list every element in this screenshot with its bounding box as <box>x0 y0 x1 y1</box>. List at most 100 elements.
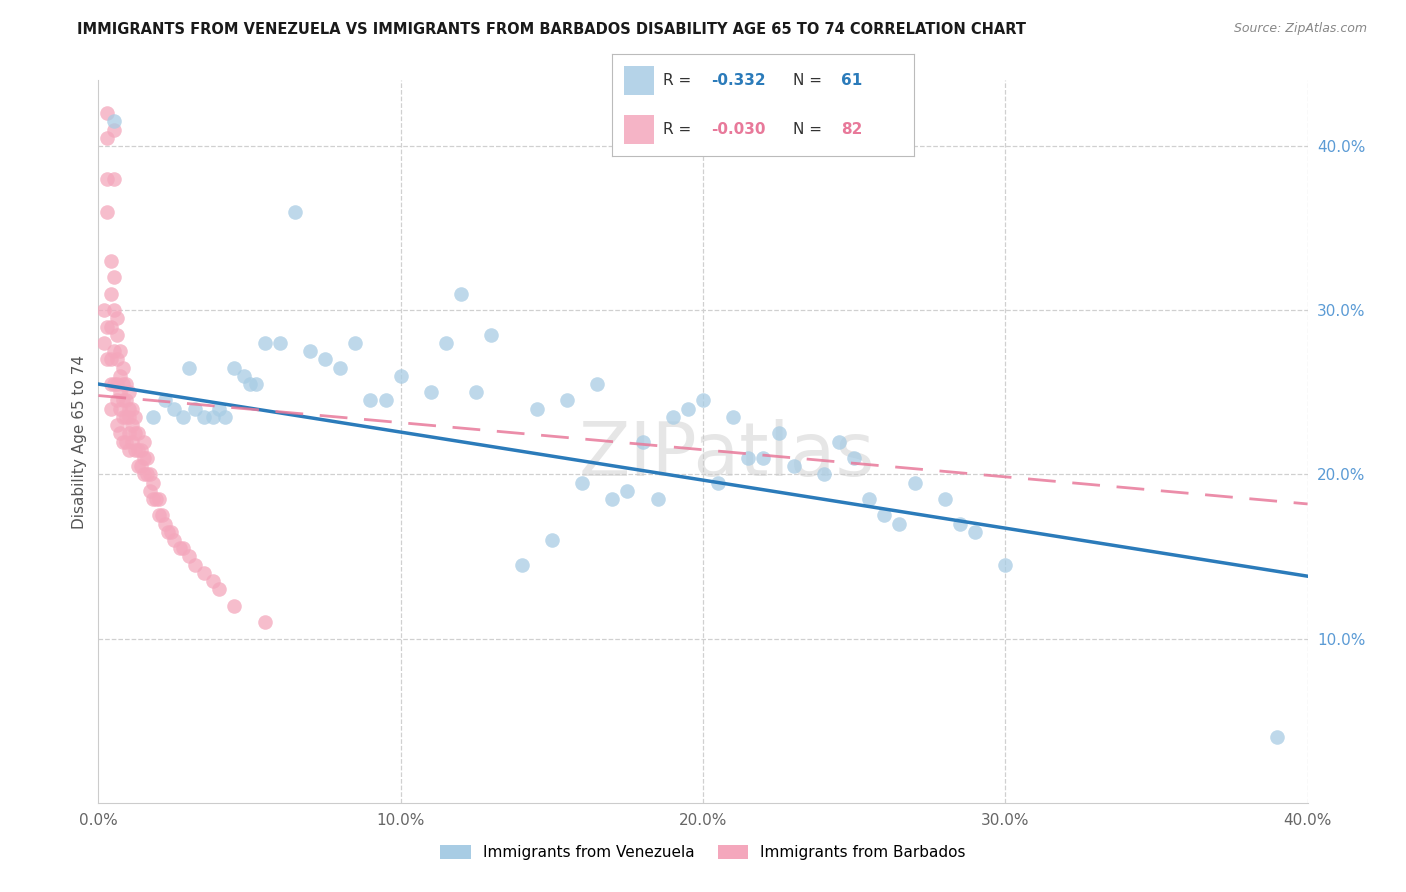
Point <box>100 319 122 334</box>
Point <box>904 475 927 490</box>
Text: IMMIGRANTS FROM VENEZUELA VS IMMIGRANTS FROM BARBADOS DISABILITY AGE 65 TO 74 CO: IMMIGRANTS FROM VENEZUELA VS IMMIGRANTS … <box>77 22 1026 37</box>
Point <box>184 401 207 416</box>
Point <box>214 409 236 424</box>
Point <box>172 409 194 424</box>
Point <box>103 344 125 359</box>
Point <box>450 286 472 301</box>
Point <box>269 336 291 351</box>
Point <box>124 409 146 424</box>
Point <box>153 516 176 531</box>
Point <box>253 336 276 351</box>
Point <box>132 434 155 449</box>
Point <box>127 426 149 441</box>
Point <box>631 434 654 449</box>
Point <box>105 393 128 408</box>
Point <box>114 377 136 392</box>
Point <box>208 401 231 416</box>
Text: N =: N = <box>793 122 827 137</box>
Point <box>994 558 1017 572</box>
Point <box>163 533 186 547</box>
Point <box>179 549 201 564</box>
Point <box>100 253 122 268</box>
Point <box>118 442 141 457</box>
Point <box>148 508 170 523</box>
Point <box>965 524 987 539</box>
Point <box>111 393 134 408</box>
Point <box>389 368 412 383</box>
Point <box>135 450 157 465</box>
Point <box>103 303 125 318</box>
Point <box>96 130 118 145</box>
Point <box>184 558 207 572</box>
Point <box>103 122 125 136</box>
Point <box>124 442 146 457</box>
Point <box>481 327 503 342</box>
Point <box>103 114 125 128</box>
Point <box>118 401 141 416</box>
Point <box>118 409 141 424</box>
Point <box>844 450 866 465</box>
Point <box>105 327 128 342</box>
Point <box>873 508 896 523</box>
Point <box>114 393 136 408</box>
Point <box>858 491 880 506</box>
Point <box>96 352 118 367</box>
Point <box>96 171 118 186</box>
Point <box>121 418 143 433</box>
Point <box>676 401 699 416</box>
Point <box>156 524 179 539</box>
Point <box>118 426 141 441</box>
Point <box>139 483 162 498</box>
Point <box>135 467 157 482</box>
Point <box>224 360 246 375</box>
Point <box>148 491 170 506</box>
Point <box>142 409 165 424</box>
Point <box>105 311 128 326</box>
Point <box>202 409 225 424</box>
Point <box>540 533 562 547</box>
Point <box>245 377 267 392</box>
Point <box>103 270 125 285</box>
Text: 82: 82 <box>841 122 863 137</box>
Point <box>132 450 155 465</box>
Point <box>111 377 134 392</box>
Point <box>707 475 730 490</box>
Text: R =: R = <box>664 72 696 87</box>
Point <box>193 566 215 580</box>
Point <box>114 434 136 449</box>
Point <box>329 360 352 375</box>
Point <box>108 426 131 441</box>
Point <box>208 582 231 597</box>
Point <box>661 409 683 424</box>
Point <box>555 393 578 408</box>
Point <box>129 442 152 457</box>
Point <box>105 418 128 433</box>
Point <box>193 409 215 424</box>
Point <box>284 204 307 219</box>
Point <box>616 483 638 498</box>
Point <box>160 524 183 539</box>
Point <box>96 319 118 334</box>
Point <box>768 426 790 441</box>
Point <box>103 171 125 186</box>
Point <box>108 385 131 400</box>
Bar <box>624 66 654 95</box>
Point <box>526 401 548 416</box>
Point <box>420 385 443 400</box>
Point <box>108 368 131 383</box>
Point <box>118 385 141 400</box>
Point <box>100 286 122 301</box>
Point <box>949 516 972 531</box>
Point <box>434 336 457 351</box>
Point <box>96 204 118 219</box>
Point <box>586 377 609 392</box>
Point <box>111 434 134 449</box>
Point <box>783 459 806 474</box>
Point <box>1267 730 1289 744</box>
Point <box>723 409 745 424</box>
Point <box>510 558 533 572</box>
Text: R =: R = <box>664 122 696 137</box>
Point <box>127 459 149 474</box>
Point <box>93 303 115 318</box>
Point <box>103 377 125 392</box>
